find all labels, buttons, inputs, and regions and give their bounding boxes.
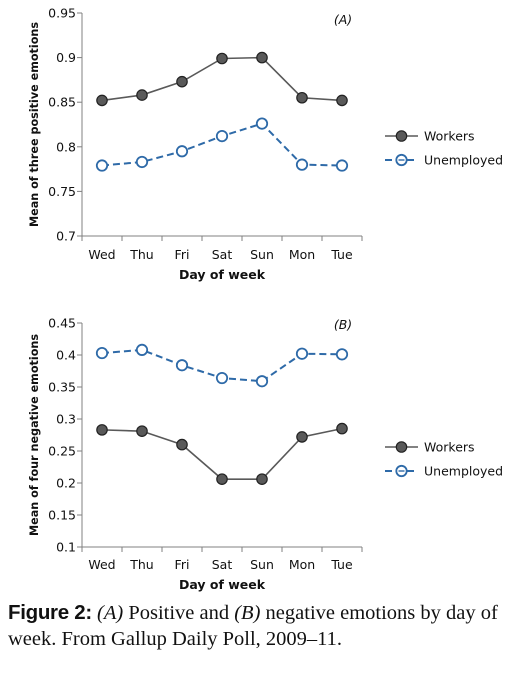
panel-a-unemployed-point	[295, 158, 309, 171]
panel-a-workers-point	[136, 89, 148, 101]
panel-b-y-axis-title: Mean of four negative emotions	[28, 334, 41, 536]
panel-a-y-tick-label: 0.8	[56, 139, 76, 154]
caption-label: Figure 2:	[8, 601, 92, 624]
panel-a-workers-legend-marker	[395, 130, 408, 142]
panel-b-workers-legend-label: Workers	[424, 440, 475, 455]
panel-a-x-tick-label: Mon	[289, 247, 315, 262]
panel-a-workers-point	[296, 91, 308, 104]
panel-a-y-tick-label: 0.7	[56, 229, 76, 244]
panel-a-label: (A)	[334, 12, 352, 27]
caption-panel-b: (B)	[234, 602, 261, 624]
panel-a-x-tick-label: Thu	[129, 247, 153, 262]
panel-b-unemployed-point	[95, 346, 109, 360]
panel-b-workers-point	[336, 422, 348, 435]
panel-b-y-tick-label: 0.25	[48, 444, 76, 459]
panel-a-unemployed-point	[335, 159, 349, 172]
panel-a-workers-point	[176, 75, 188, 88]
panel-b-y-tick-label: 0.15	[48, 508, 76, 523]
panel-b-unemployed-point	[295, 347, 309, 360]
panel-b-unemployed-legend-label: Unemployed	[424, 464, 503, 479]
panel-b-workers-point	[296, 431, 308, 443]
figure-caption: Figure 2: (A) Positive and (B) negative …	[8, 600, 508, 652]
panel-b-unemployed-point	[215, 371, 229, 385]
panel-a-x-tick-label: Tue	[330, 247, 353, 262]
panel-b-y-tick-label: 0.4	[56, 348, 76, 363]
panel-a-unemployed-point	[95, 159, 109, 172]
panel-b-unemployed-point	[335, 348, 349, 361]
panel-b-x-tick-label: Tue	[330, 557, 353, 572]
panel-b-unemployed-point	[255, 375, 269, 388]
panel-a-y-tick-label: 0.85	[48, 95, 76, 110]
panel-b-x-tick-label: Fri	[175, 557, 190, 572]
panel-a-unemployed-point	[135, 155, 149, 169]
panel-b-workers-point	[216, 473, 228, 485]
panel-b-x-tick-label: Sun	[250, 557, 274, 572]
panel-b-workers-point	[96, 424, 108, 436]
panel-a-workers-point	[336, 94, 348, 107]
panel-b-y-tick-label: 0.2	[56, 476, 76, 491]
panel-a-x-tick-label: Fri	[175, 247, 190, 262]
panel-a-y-tick-label: 0.9	[56, 50, 76, 65]
panel-b-y-tick-label: 0.35	[48, 380, 76, 395]
panel-b-x-tick-label: Sat	[212, 557, 233, 572]
panel-b-workers-point	[176, 438, 188, 451]
panel-b-y-tick-label: 0.45	[48, 316, 76, 331]
caption-text-1: Positive and	[123, 602, 235, 624]
panel-a-workers-point	[256, 51, 268, 64]
panel-b-y-tick-label: 0.1	[56, 540, 76, 555]
panel-a-workers-legend-label: Workers	[424, 129, 475, 144]
panel-a-workers-point	[96, 94, 108, 107]
panel-b-x-axis-title: Day of week	[179, 577, 266, 592]
panel-a-x-tick-label: Wed	[88, 247, 115, 262]
panel-b-label: (B)	[334, 317, 352, 332]
panel-b-y-tick-label: 0.3	[56, 412, 76, 427]
panel-b-workers-legend-marker	[395, 441, 408, 453]
panel-a-y-tick-label: 0.95	[48, 6, 76, 21]
panel-a-unemployed-point	[215, 129, 229, 143]
panel-a-unemployed-point	[175, 145, 189, 158]
panel-a-y-axis-title: Mean of three positive emotions	[28, 22, 41, 227]
panel-b-unemployed-point	[135, 343, 149, 356]
caption-text-2: negative emotions by day of week. From G…	[8, 602, 498, 650]
panel-b-unemployed-point	[175, 359, 189, 372]
caption-panel-a: (A)	[97, 602, 124, 624]
panel-a-workers-point	[216, 52, 228, 65]
panel-a-y-tick-label: 0.75	[48, 184, 76, 199]
panel-b-x-tick-label: Thu	[129, 557, 153, 572]
panel-b-x-tick-label: Wed	[88, 557, 115, 572]
panel-b-workers-point	[256, 473, 268, 485]
panel-b-workers-point	[136, 425, 148, 437]
panel-a-x-axis-title: Day of week	[179, 267, 266, 282]
panel-a-x-tick-label: Sat	[212, 247, 233, 262]
panel-a-unemployed-point	[255, 117, 269, 130]
panel-a-x-tick-label: Sun	[250, 247, 274, 262]
panel-a-unemployed-legend-label: Unemployed	[424, 153, 503, 168]
panel-b-x-tick-label: Mon	[289, 557, 315, 572]
